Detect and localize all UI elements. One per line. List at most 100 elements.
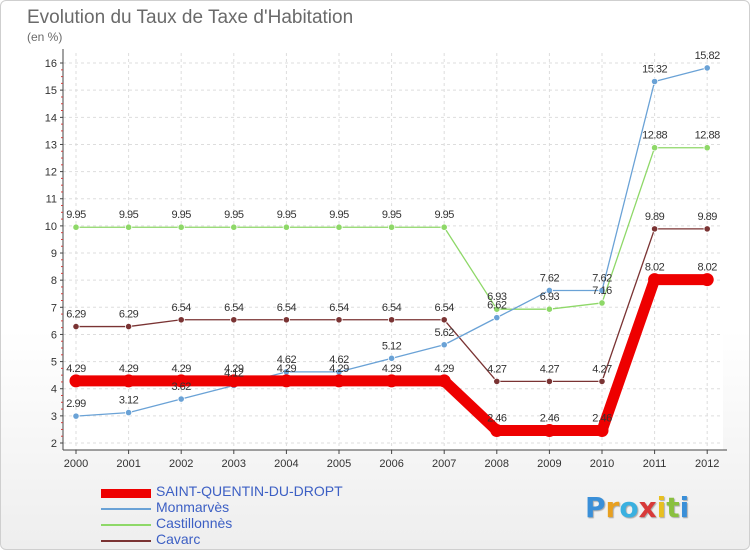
- y-tick-label: 3: [51, 411, 57, 423]
- x-tick-label: 2010: [590, 458, 614, 470]
- data-label: 12.88: [695, 130, 720, 142]
- data-point: [598, 286, 606, 295]
- data-point: [545, 305, 554, 313]
- data-point: [387, 316, 396, 324]
- data-point: [227, 374, 241, 388]
- data-label: 4.29: [382, 363, 402, 375]
- data-label: 7.16: [592, 285, 612, 297]
- data-label: 6.54: [434, 302, 454, 314]
- y-tick-label: 13: [45, 139, 57, 151]
- data-point: [650, 225, 659, 233]
- data-point: [230, 223, 238, 231]
- data-label: 8.02: [697, 262, 717, 274]
- legend-label: Cavarc: [156, 531, 201, 547]
- data-label: 4.12: [224, 367, 244, 379]
- data-point: [650, 77, 659, 86]
- data-point: [69, 374, 83, 388]
- y-tick-label: 16: [45, 58, 57, 70]
- data-label: 2.46: [540, 413, 560, 425]
- logo-letter: P: [585, 491, 606, 524]
- y-tick-label: 8: [51, 275, 57, 287]
- data-label: 2.99: [66, 398, 86, 410]
- data-point: [650, 144, 659, 152]
- data-point: [177, 316, 185, 324]
- data-label: 4.29: [434, 363, 454, 375]
- data-label: 4.29: [224, 363, 244, 375]
- data-label: 4.29: [277, 363, 297, 375]
- data-point: [598, 377, 606, 385]
- data-point: [703, 64, 711, 72]
- data-point: [493, 314, 501, 322]
- x-tick-label: 2001: [116, 458, 140, 470]
- y-tick-label: 4: [51, 384, 57, 396]
- data-label: 9.95: [277, 209, 297, 221]
- data-point: [387, 223, 396, 231]
- data-point: [545, 377, 554, 385]
- x-tick-label: 2000: [64, 458, 88, 470]
- x-tick-label: 2007: [432, 458, 456, 470]
- x-tick-label: 2012: [695, 458, 719, 470]
- legend-swatch: [101, 540, 151, 542]
- x-tick-label: 2009: [537, 458, 561, 470]
- data-label: 6.54: [382, 302, 402, 314]
- data-point: [493, 377, 501, 385]
- data-point: [493, 305, 501, 313]
- data-label: 6.54: [171, 302, 191, 314]
- data-label: 4.27: [592, 363, 612, 375]
- x-tick-label: 2008: [485, 458, 509, 470]
- data-label: 4.62: [329, 354, 349, 366]
- y-tick-label: 7: [51, 302, 57, 314]
- data-point: [125, 322, 133, 331]
- data-point: [542, 424, 556, 438]
- proxiti-logo: Proxiti: [585, 491, 689, 524]
- logo-letter: r: [605, 491, 620, 524]
- y-tick-label: 11: [46, 194, 57, 206]
- logo-letter: x: [638, 491, 657, 524]
- x-tick-label: 2003: [222, 458, 246, 470]
- logo-letter: o: [619, 491, 639, 524]
- data-label: 9.95: [434, 209, 454, 221]
- data-point: [122, 374, 136, 388]
- data-point: [490, 424, 504, 438]
- data-label: 6.93: [540, 291, 560, 303]
- data-point: [174, 374, 188, 388]
- data-label: 8.02: [645, 262, 665, 274]
- legend-label: Castillonnès: [156, 515, 233, 531]
- data-point: [440, 341, 448, 349]
- data-point: [72, 322, 80, 331]
- data-point: [437, 374, 451, 388]
- data-label: 9.95: [329, 209, 349, 221]
- data-label: 2.46: [487, 413, 507, 425]
- data-point: [72, 412, 80, 420]
- y-tick-label: 6: [51, 329, 57, 341]
- data-point: [125, 223, 133, 231]
- data-point: [72, 223, 80, 231]
- x-tick-label: 2002: [169, 458, 193, 470]
- data-label: 6.54: [329, 302, 349, 314]
- legend-swatch: [101, 488, 151, 498]
- data-label: 4.29: [329, 363, 349, 375]
- data-label: 12.88: [642, 130, 667, 142]
- data-label: 6.54: [277, 302, 297, 314]
- data-label: 15.32: [642, 63, 667, 75]
- data-point: [230, 316, 238, 324]
- data-point: [545, 286, 554, 295]
- chart-title: Evolution du Taux de Taxe d'Habitation: [27, 7, 354, 28]
- data-label: 7.62: [540, 272, 560, 284]
- data-point: [332, 374, 346, 388]
- x-tick-label: 2011: [643, 458, 667, 470]
- data-point: [282, 223, 290, 231]
- data-label: 4.27: [540, 363, 560, 375]
- data-label: 9.95: [119, 209, 139, 221]
- legend-label: Monmarvès: [156, 499, 230, 515]
- data-point: [598, 299, 606, 307]
- x-tick-label: 2005: [327, 458, 351, 470]
- data-point: [177, 395, 185, 403]
- y-tick-label: 9: [51, 248, 57, 260]
- data-label: 2.46: [592, 413, 612, 425]
- data-label: 9.95: [66, 209, 86, 221]
- data-point: [703, 225, 711, 233]
- data-label: 6.29: [119, 309, 139, 321]
- data-point: [282, 316, 290, 324]
